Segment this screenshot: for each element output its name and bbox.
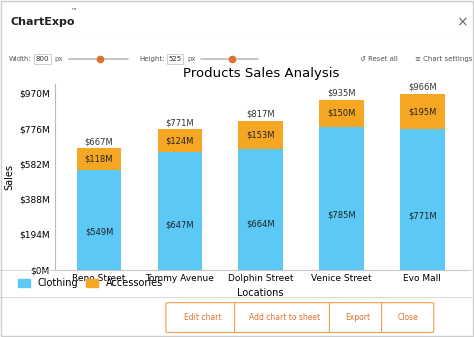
Text: $667M: $667M — [84, 137, 113, 146]
FancyBboxPatch shape — [329, 303, 386, 333]
Text: $966M: $966M — [408, 83, 437, 92]
Text: $549M: $549M — [85, 227, 113, 236]
Text: ×: × — [456, 15, 468, 29]
Bar — [319, 100, 364, 127]
Bar — [400, 94, 445, 129]
Text: $124M: $124M — [165, 136, 194, 145]
Text: 525: 525 — [168, 56, 182, 62]
Bar — [238, 121, 283, 149]
Bar — [77, 148, 121, 170]
Text: $771M: $771M — [165, 118, 194, 127]
FancyBboxPatch shape — [382, 303, 434, 333]
Y-axis label: Sales: Sales — [5, 164, 15, 190]
Text: $195M: $195M — [408, 107, 437, 116]
Bar — [77, 170, 121, 270]
Bar — [400, 129, 445, 270]
Text: $647M: $647M — [165, 220, 194, 229]
Text: px: px — [187, 56, 196, 62]
Text: $935M: $935M — [328, 89, 356, 97]
Bar — [157, 152, 202, 270]
X-axis label: Locations: Locations — [237, 287, 284, 298]
Text: Height:: Height: — [140, 56, 165, 62]
Text: $153M: $153M — [246, 130, 275, 140]
Text: $118M: $118M — [85, 155, 113, 164]
Bar — [157, 129, 202, 152]
Title: Products Sales Analysis: Products Sales Analysis — [182, 67, 339, 80]
Text: Width:: Width: — [9, 56, 31, 62]
Text: Close: Close — [397, 313, 418, 322]
Text: $785M: $785M — [327, 211, 356, 220]
Text: ™: ™ — [70, 9, 76, 14]
Text: $664M: $664M — [246, 219, 275, 228]
Bar — [238, 149, 283, 270]
Text: ≡ Chart settings: ≡ Chart settings — [415, 56, 472, 62]
Text: $150M: $150M — [328, 109, 356, 118]
Text: Export: Export — [345, 313, 371, 322]
Text: 800: 800 — [36, 56, 49, 62]
Text: $771M: $771M — [408, 212, 437, 221]
FancyBboxPatch shape — [166, 303, 239, 333]
Text: Edit chart: Edit chart — [184, 313, 221, 322]
Text: px: px — [55, 56, 63, 62]
FancyBboxPatch shape — [235, 303, 334, 333]
Bar — [319, 127, 364, 270]
Text: ↺ Reset all: ↺ Reset all — [360, 56, 398, 62]
Legend: Clothing, Accessories: Clothing, Accessories — [14, 274, 167, 292]
Text: $817M: $817M — [246, 110, 275, 119]
Text: Add chart to sheet: Add chart to sheet — [249, 313, 320, 322]
Text: ChartExpo: ChartExpo — [10, 17, 75, 27]
